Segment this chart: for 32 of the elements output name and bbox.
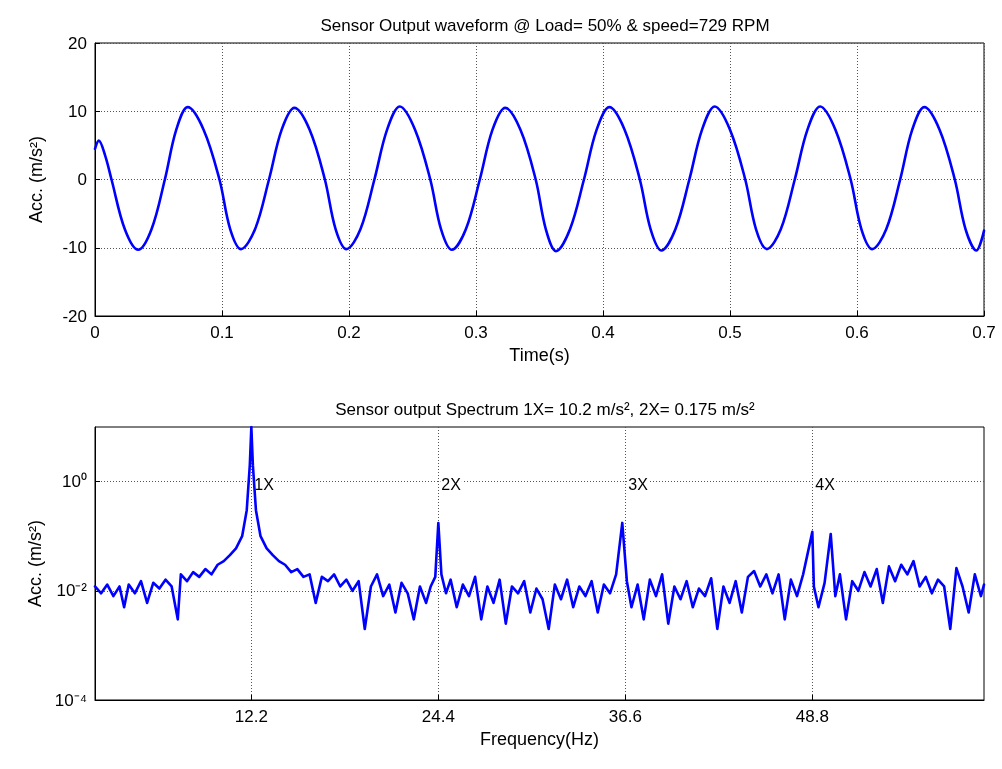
- annotation: 2X: [441, 475, 462, 493]
- y-tick-label: 10⁰: [62, 472, 87, 492]
- annotation: 3X: [628, 475, 649, 493]
- y-tick-label: -20: [62, 306, 87, 326]
- y-tick-label: -10: [62, 238, 87, 258]
- x-tick-label: 0.6: [845, 323, 869, 342]
- y-axis-title: Acc. (m/s²): [26, 136, 46, 223]
- x-tick-label: 0: [90, 323, 100, 342]
- line-series: [93, 105, 986, 253]
- x-axis-title: Time(s): [509, 345, 570, 365]
- chart-title: Sensor Output waveform @ Load= 50% & speed=729 RPM: [320, 16, 770, 35]
- y-tick-label: 10: [68, 101, 87, 121]
- y-axis-title: Acc. (m/s²): [24, 520, 45, 607]
- x-tick-label: 0.7: [972, 323, 996, 342]
- x-tick-label: 24.4: [421, 707, 455, 726]
- x-tick-label: 36.6: [608, 707, 642, 726]
- y-tick-label: 0: [77, 170, 87, 189]
- annotation: 4X: [815, 475, 836, 493]
- y-tick-label: 10⁻²: [56, 581, 88, 601]
- annotation: 1X: [254, 475, 275, 493]
- chart-title: Sensor output Spectrum 1X= 10.2 m/s², 2X= 0.175 m/s²: [335, 400, 756, 419]
- x-tick-label: 48.8: [795, 707, 829, 726]
- y-tick-label: 20: [68, 33, 87, 53]
- x-tick-label: 0.5: [718, 323, 742, 342]
- x-tick-label: 0.2: [337, 323, 361, 342]
- x-tick-label: 0.4: [591, 323, 615, 342]
- x-axis-title: Frequency(Hz): [479, 729, 600, 749]
- line-series: [93, 425, 986, 631]
- x-tick-label: 12.2: [234, 707, 268, 726]
- y-tick-label: 10⁻⁴: [54, 690, 87, 710]
- x-tick-label: 0.3: [464, 323, 488, 342]
- x-tick-label: 0.1: [210, 323, 234, 342]
